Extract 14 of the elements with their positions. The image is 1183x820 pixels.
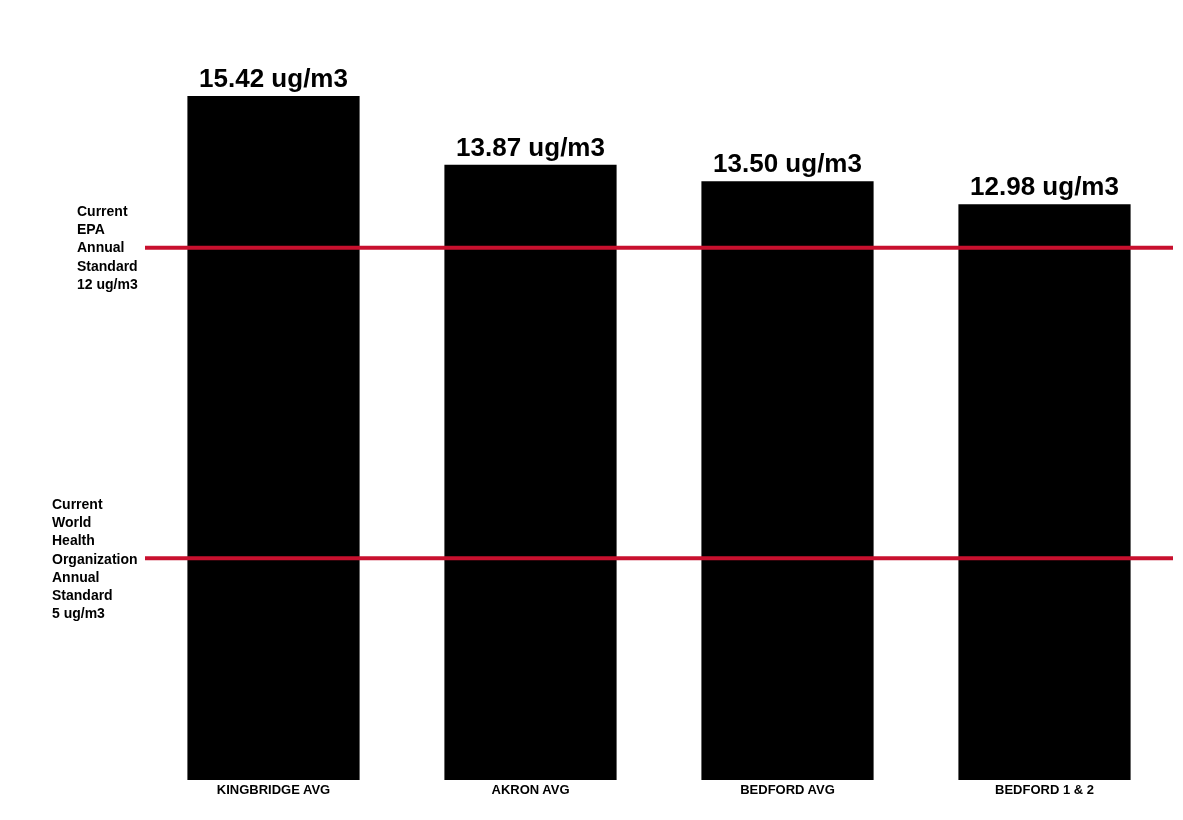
data-label: 13.50 ug/m3 (713, 148, 862, 179)
bar (958, 204, 1131, 780)
x-tick-label: AKRON AVG (491, 782, 570, 797)
data-label: 12.98 ug/m3 (970, 171, 1119, 202)
ref-line-label: Current EPA Annual Standard 12 ug/m3 (77, 203, 138, 292)
bar (444, 164, 617, 780)
x-tick-label: KINGBRIDGE AVG (216, 782, 331, 797)
x-tick-label: BEDFORD 1 & 2 (995, 782, 1094, 797)
bar (701, 181, 874, 780)
data-label: 15.42 ug/m3 (199, 63, 348, 93)
ref-line-label: Current World Health Organization Annual Standard 5 ug/m3 (52, 496, 138, 622)
x-tick-label: BEDFORD AVG (740, 782, 835, 797)
data-label: 13.87 ug/m3 (456, 131, 605, 162)
bar (187, 96, 360, 780)
